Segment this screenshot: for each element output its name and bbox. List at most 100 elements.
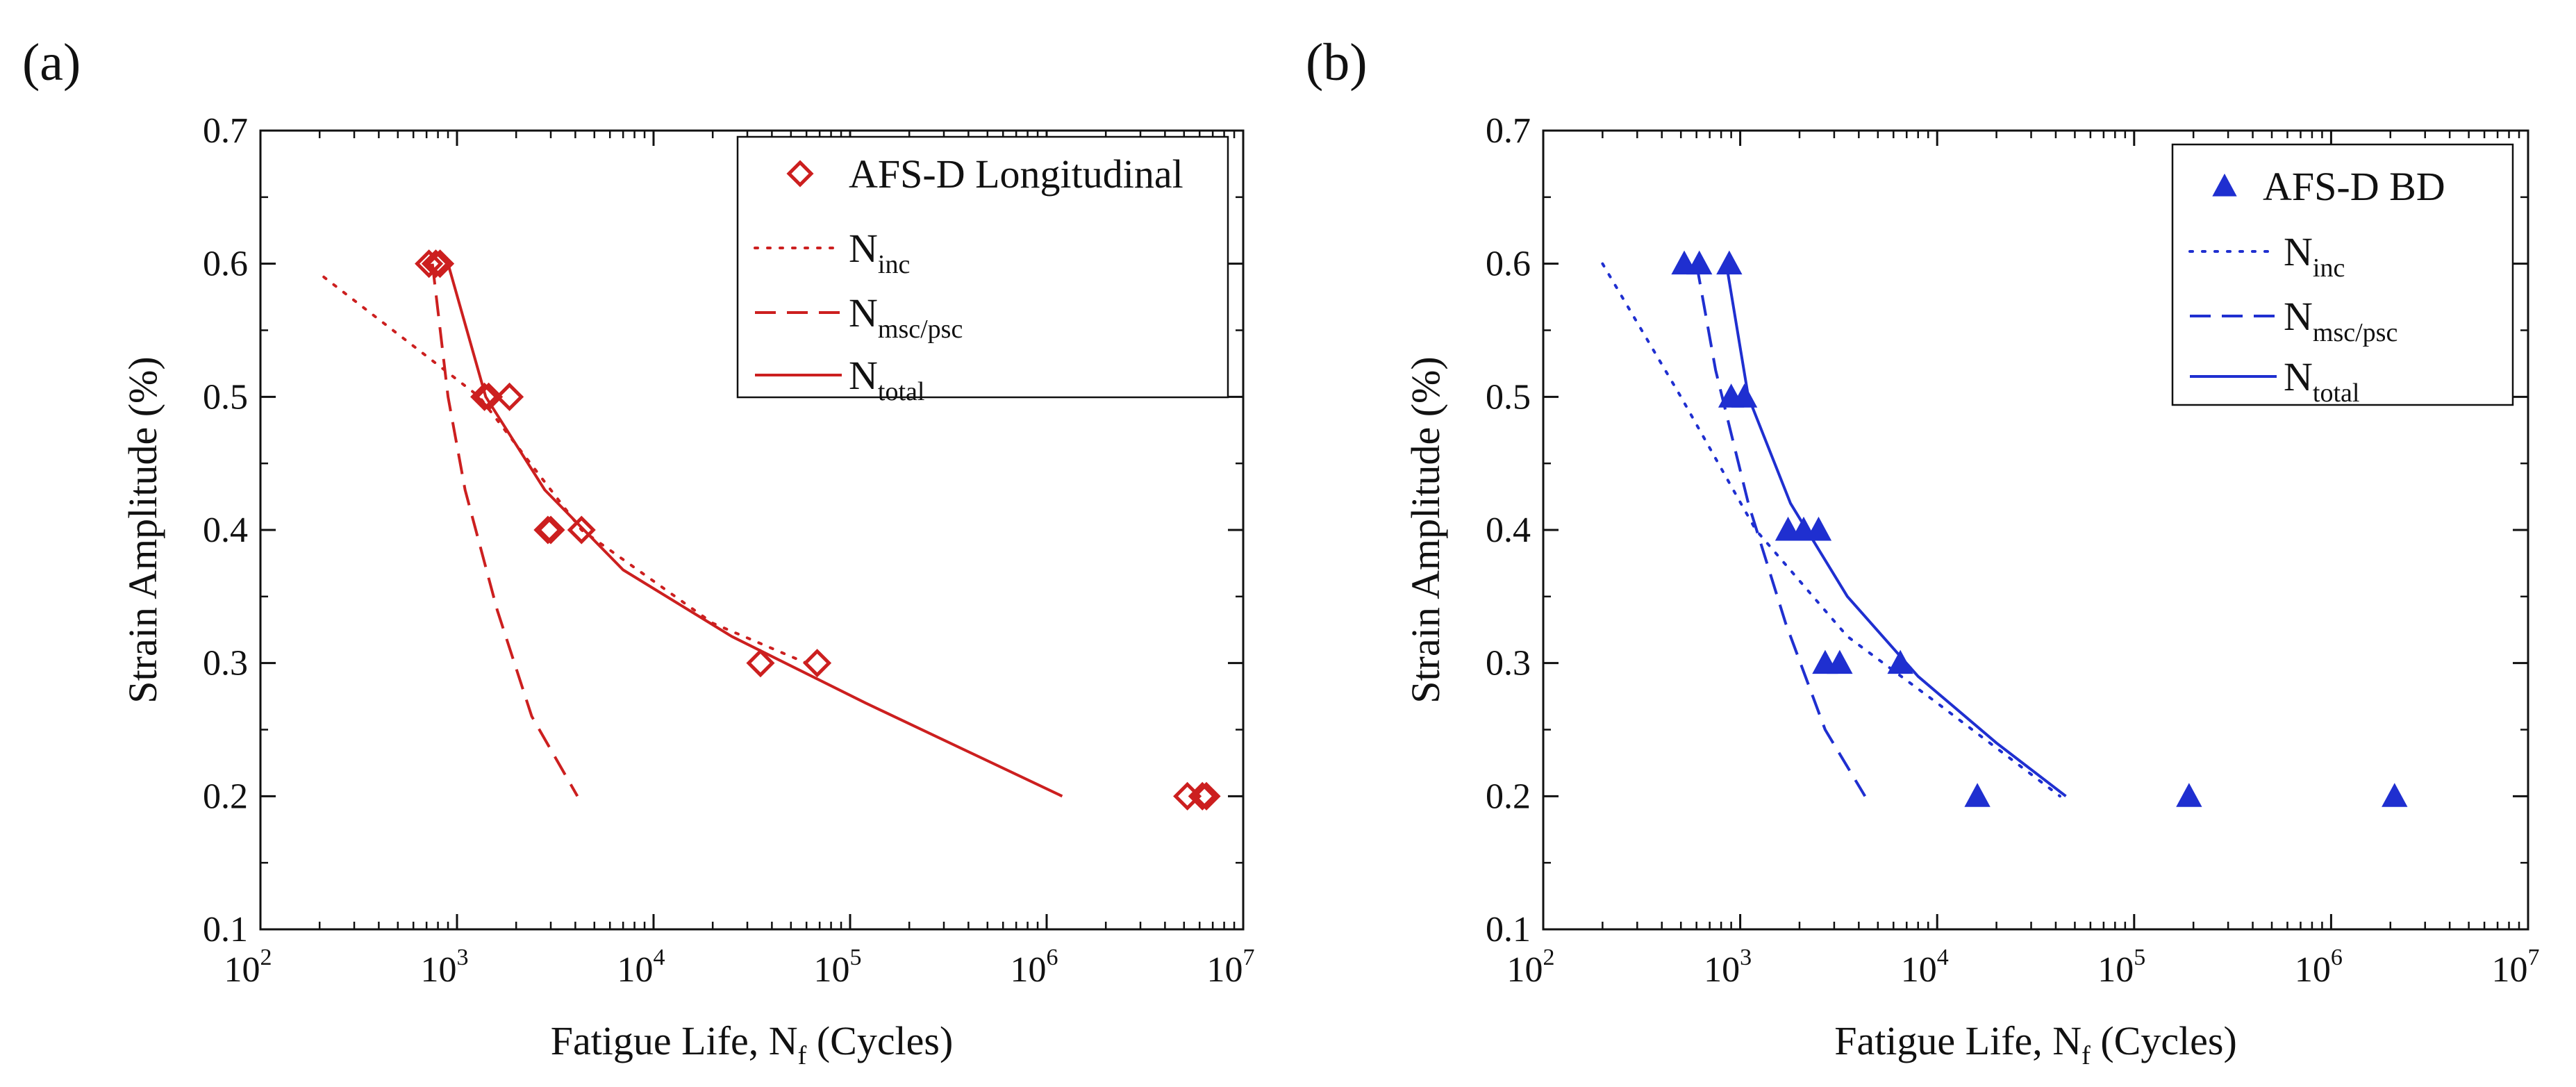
data-point-diamond	[533, 515, 563, 545]
data-point-diamond	[415, 249, 444, 279]
y-tick-label: 0.4	[1486, 511, 1531, 550]
x-tick-exponent: 4	[654, 945, 665, 970]
data-point-diamond	[474, 382, 504, 411]
y-tick-label: 0.4	[203, 511, 248, 550]
x-tick-base: 10	[617, 950, 654, 990]
y-tick-label: 0.2	[203, 777, 248, 816]
data-point-diamond	[421, 249, 450, 279]
legend-label: Ninc	[2284, 229, 2345, 283]
data-point-triangle	[1686, 250, 1713, 275]
data-point-diamond	[495, 382, 524, 411]
x-tick-base: 10	[1901, 950, 1937, 990]
x-tick-label: 103	[421, 945, 469, 990]
x-tick-base: 10	[2097, 950, 2134, 990]
y-tick-label: 0.6	[203, 244, 248, 284]
data-point-triangle	[1805, 516, 1832, 541]
data-point-diamond	[470, 382, 499, 411]
y-tick-label: 0.2	[1486, 777, 1531, 816]
x-tick-label: 104	[617, 945, 665, 990]
x-tick-label: 105	[2097, 945, 2145, 990]
legend-label-main: AFS-D Longitudinal	[849, 151, 1183, 197]
x-tick-label: 106	[2295, 945, 2343, 990]
legend-label-subscript: total	[2313, 379, 2360, 408]
legend-label-main: AFS-D BD	[2263, 164, 2445, 209]
data-point-triangle	[2382, 783, 2408, 807]
legend-label: Ntotal	[2284, 354, 2359, 408]
legend-label: AFS-D Longitudinal	[849, 151, 1183, 197]
x-tick-exponent: 2	[1543, 945, 1555, 970]
data-point-triangle	[1827, 649, 1853, 674]
y-axis-title: Strain Amplitude (%)	[120, 356, 165, 703]
x-tick-base: 10	[1207, 950, 1243, 990]
y-tick-label: 0.1	[203, 910, 248, 949]
legend-label-subscript: msc/psc	[878, 315, 963, 344]
legend-label-main: N	[849, 226, 878, 271]
y-tick-label: 0.5	[203, 377, 248, 417]
x-tick-base: 10	[2492, 950, 2528, 990]
x-axis-title-rest: (Cycles)	[2091, 1018, 2237, 1063]
x-tick-exponent: 3	[457, 945, 469, 970]
data-point-triangle	[1887, 649, 1913, 674]
legend-label: Nmsc/psc	[849, 290, 963, 344]
y-tick-label: 0.6	[1486, 244, 1531, 284]
x-tick-base: 10	[224, 950, 260, 990]
legend-label: Ninc	[849, 226, 910, 279]
x-tick-exponent: 6	[1047, 945, 1058, 970]
x-tick-exponent: 2	[260, 945, 272, 970]
data-point-diamond	[746, 649, 775, 678]
legend-label: Nmsc/psc	[2284, 294, 2398, 347]
x-tick-exponent: 7	[1243, 945, 1255, 970]
series-line-dashed	[431, 263, 579, 797]
y-tick-label: 0.3	[1486, 644, 1531, 683]
x-tick-base: 10	[814, 950, 850, 990]
series-line-solid	[1725, 263, 2067, 797]
series-line-dotted	[1601, 262, 2061, 798]
data-point-triangle	[1731, 383, 1758, 408]
data-point-triangle	[1775, 516, 1802, 541]
data-point-triangle	[2176, 783, 2202, 807]
data-point-diamond	[1192, 781, 1221, 811]
chart-panel-a: (a)102 103 104 105 106 1070.10.20.30.40.50.60…	[22, 33, 1255, 1070]
legend-label-main: N	[2284, 294, 2313, 339]
data-point-diamond	[1188, 781, 1217, 811]
legend-marker-triangle	[2212, 173, 2237, 197]
series-line-solid	[447, 263, 1063, 798]
x-axis-title: Fatigue Life, Nf (Cycles)	[1834, 1018, 2237, 1070]
x-tick-exponent: 4	[1937, 945, 1949, 970]
data-point-diamond	[803, 649, 832, 678]
y-tick-label: 0.5	[1486, 377, 1531, 417]
x-tick-label: 107	[2492, 945, 2540, 990]
legend-label-subscript: total	[878, 377, 925, 406]
y-tick-label: 0.1	[1486, 910, 1531, 949]
x-tick-base: 10	[1507, 950, 1543, 990]
series-line-dotted	[322, 275, 808, 665]
legend-box	[736, 135, 1229, 399]
y-tick-label: 0.7	[1486, 111, 1531, 151]
data-point-triangle	[1964, 783, 1991, 807]
x-tick-exponent: 7	[2528, 945, 2540, 970]
legend-label-main: N	[849, 290, 878, 335]
data-point-diamond	[536, 515, 565, 545]
panel-label: (b)	[1306, 33, 1368, 92]
chart-panel-b: (b)102 103 104 105 106 1070.10.20.30.40.50.60…	[1306, 33, 2540, 1070]
x-tick-exponent: 6	[2331, 945, 2343, 970]
x-axis-title-main: Fatigue Life, N	[551, 1018, 798, 1063]
x-tick-exponent: 5	[2134, 945, 2145, 970]
x-tick-base: 10	[421, 950, 457, 990]
y-axis-title: Strain Amplitude (%)	[1403, 356, 1448, 703]
x-tick-exponent: 5	[850, 945, 862, 970]
x-tick-label: 106	[1011, 945, 1058, 990]
y-tick-label: 0.3	[203, 644, 248, 683]
legend-label: AFS-D BD	[2263, 164, 2445, 209]
legend-label: Ntotal	[849, 353, 924, 406]
x-axis-title-subscript: f	[798, 1041, 807, 1070]
legend-label-subscript: inc	[878, 250, 910, 279]
x-tick-label: 104	[1901, 945, 1949, 990]
legend-label-main: N	[849, 353, 878, 398]
legend-label-main: N	[2284, 229, 2313, 274]
legend-label-subscript: inc	[2313, 254, 2345, 283]
x-tick-exponent: 3	[1740, 945, 1752, 970]
